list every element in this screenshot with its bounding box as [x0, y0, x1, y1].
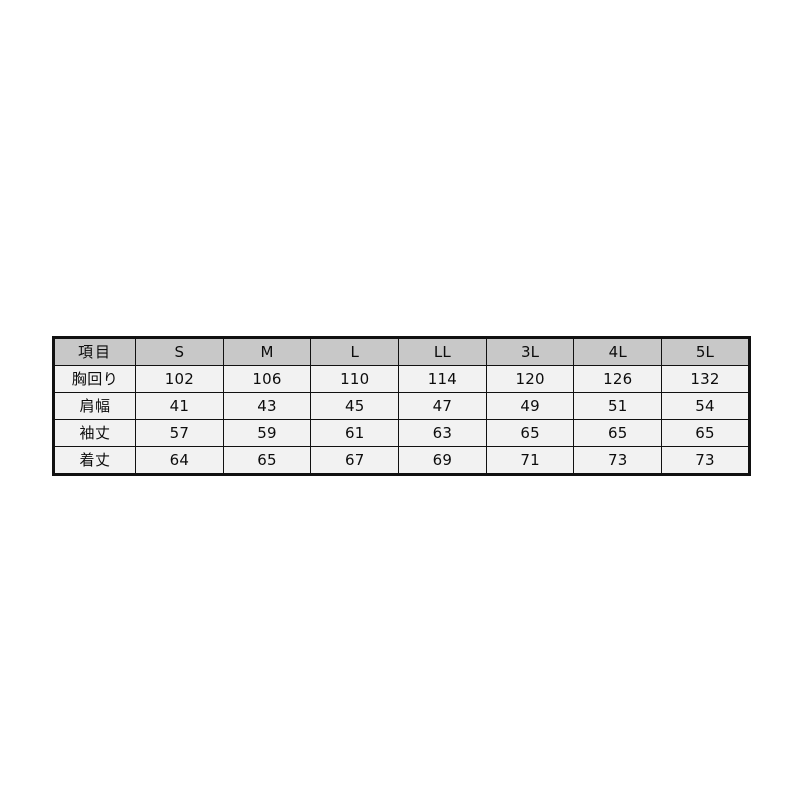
cell-length-4l: 73 [573, 446, 663, 475]
cell-shoulder-s: 41 [135, 392, 224, 420]
cell-chest-l: 110 [310, 365, 400, 393]
row-label-length: 着丈 [53, 446, 136, 475]
cell-chest-5l: 132 [661, 365, 750, 393]
column-header-s: S [135, 337, 224, 366]
table-row: 袖丈 57 59 61 63 65 65 65 [53, 419, 750, 447]
cell-shoulder-4l: 51 [573, 392, 663, 420]
column-header-3l: 3L [485, 337, 575, 366]
cell-sleeve-ll: 63 [398, 419, 487, 447]
size-chart-container: 項目 S M L LL 3L 4L 5L 胸回り 102 106 110 114 [52, 336, 751, 476]
table-row: 着丈 64 65 67 69 71 73 73 [53, 446, 750, 475]
cell-sleeve-4l: 65 [573, 419, 663, 447]
cell-length-l: 67 [310, 446, 400, 475]
cell-chest-s: 102 [135, 365, 224, 393]
table-body: 胸回り 102 106 110 114 120 126 132 肩幅 41 43… [53, 365, 750, 475]
column-header-item: 項目 [53, 337, 136, 366]
cell-chest-4l: 126 [573, 365, 663, 393]
column-header-l: L [310, 337, 400, 366]
cell-shoulder-l: 45 [310, 392, 400, 420]
column-header-ll: LL [398, 337, 487, 366]
column-header-4l: 4L [573, 337, 663, 366]
cell-shoulder-5l: 54 [661, 392, 750, 420]
column-header-m: M [222, 337, 312, 366]
cell-sleeve-s: 57 [135, 419, 224, 447]
cell-chest-ll: 114 [398, 365, 487, 393]
cell-sleeve-3l: 65 [485, 419, 575, 447]
cell-length-ll: 69 [398, 446, 487, 475]
cell-sleeve-m: 59 [222, 419, 312, 447]
cell-sleeve-5l: 65 [661, 419, 750, 447]
table-row: 胸回り 102 106 110 114 120 126 132 [53, 365, 750, 393]
table-row: 肩幅 41 43 45 47 49 51 54 [53, 392, 750, 420]
cell-chest-m: 106 [222, 365, 312, 393]
row-label-sleeve: 袖丈 [53, 419, 136, 447]
cell-shoulder-m: 43 [222, 392, 312, 420]
row-label-shoulder: 肩幅 [53, 392, 136, 420]
column-header-5l: 5L [661, 337, 750, 366]
cell-sleeve-l: 61 [310, 419, 400, 447]
cell-length-5l: 73 [661, 446, 750, 475]
table-header-row: 項目 S M L LL 3L 4L 5L [53, 337, 750, 366]
cell-length-s: 64 [135, 446, 224, 475]
cell-length-m: 65 [222, 446, 312, 475]
table-header: 項目 S M L LL 3L 4L 5L [53, 337, 750, 366]
size-chart-table: 項目 S M L LL 3L 4L 5L 胸回り 102 106 110 114 [52, 336, 751, 476]
cell-shoulder-3l: 49 [485, 392, 575, 420]
cell-chest-3l: 120 [485, 365, 575, 393]
cell-shoulder-ll: 47 [398, 392, 487, 420]
row-label-chest: 胸回り [53, 365, 136, 393]
cell-length-3l: 71 [485, 446, 575, 475]
